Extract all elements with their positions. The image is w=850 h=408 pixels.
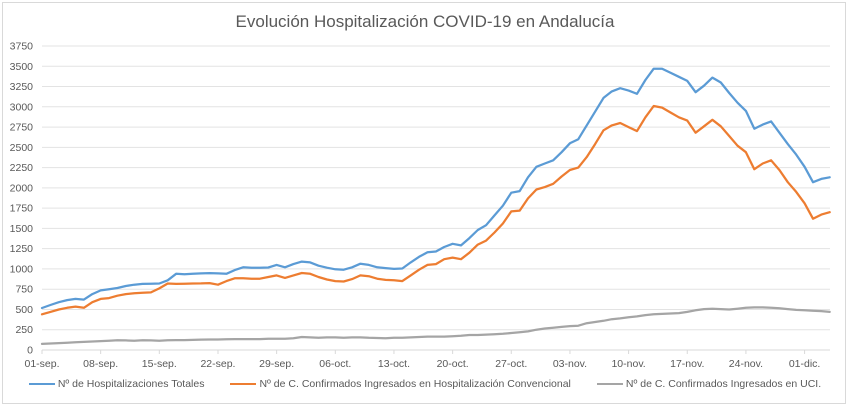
y-tick-label: 2000 [10,182,34,194]
x-tick-label: 08-sep. [83,358,118,370]
x-tick-label: 20-oct. [437,358,469,370]
x-tick-label: 10-nov. [611,358,645,370]
x-tick-label: 01-dic. [789,358,821,370]
y-tick-label: 3000 [10,101,34,113]
legend-swatch-convencional [230,382,257,386]
series-line-uci [40,306,831,346]
y-tick-label: 250 [15,324,33,336]
y-tick-label: 0 [27,345,33,357]
x-tick-label: 27-oct. [495,358,527,370]
gridlines [42,45,830,331]
legend-item-convencional: Nº de C. Confirmados Ingresados en Hospi… [230,378,571,390]
series-line-convencional [40,104,831,316]
x-tick-label: 17-nov. [670,358,704,370]
y-tick-label: 3250 [10,81,34,93]
x-axis: 01-sep. 08-sep. 15-sep. 22-sep. 29-sep. 06-oc… [24,349,830,370]
x-tick-label: 03-nov. [553,358,587,370]
legend-item-uci: Nº de C. Confirmados Ingresados en UCI. [596,378,822,390]
y-tick-label: 1000 [10,263,34,275]
y-tick-label: 3750 [10,41,34,53]
y-tick-label: 2250 [10,162,34,174]
legend-item-totales: Nº de Hospitalizaciones Totales [28,378,205,390]
y-tick-label: 2750 [10,122,34,134]
y-tick-label: 1750 [10,203,34,215]
x-tick-label: 24-nov. [729,358,763,370]
legend-label-convencional: Nº de C. Confirmados Ingresados en Hospi… [259,378,571,390]
legend-swatch-uci [596,382,623,386]
x-tick-label: 13-oct. [378,358,410,370]
y-tick-label: 1500 [10,223,34,235]
y-tick-label: 500 [15,304,33,316]
x-tick-label: 06-oct. [319,358,351,370]
y-tick-label: 750 [15,284,33,296]
x-tick-label: 29-sep. [259,358,294,370]
chart-title: Evolución Hospitalización COVID-19 en An… [235,12,615,31]
y-axis-ticks: 0 250 500 750 1000 1250 1500 1750 2000 2250 2500 27… [10,41,34,357]
series-lines [40,67,831,346]
series-line-totales [40,67,831,310]
legend-label-uci: Nº de C. Confirmados Ingresados en UCI. [625,378,822,390]
y-tick-label: 1250 [10,243,34,255]
x-tick-label: 01-sep. [24,358,59,370]
legend-label-totales: Nº de Hospitalizaciones Totales [57,378,205,390]
x-tick-label: 15-sep. [142,358,177,370]
legend-swatch-totales [28,382,55,386]
y-tick-label: 3500 [10,61,34,73]
y-tick-label: 2500 [10,142,34,154]
legend: Nº de Hospitalizaciones Totales Nº de C.… [0,378,850,390]
x-tick-label: 22-sep. [200,358,235,370]
